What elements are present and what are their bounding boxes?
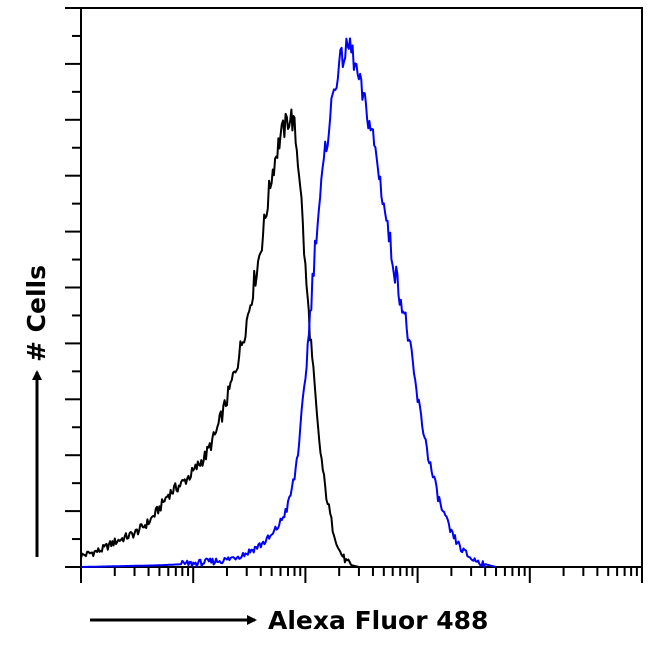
isotype-control-line — [80, 108, 360, 568]
y-axis-ticks — [65, 7, 81, 568]
y-axis-label: # Cells — [22, 265, 51, 362]
x-axis-label: Alexa Fluor 488 — [268, 606, 488, 635]
x-axis-ticks — [80, 567, 643, 583]
histogram-series — [80, 37, 497, 568]
stained-sample-line — [81, 37, 497, 568]
